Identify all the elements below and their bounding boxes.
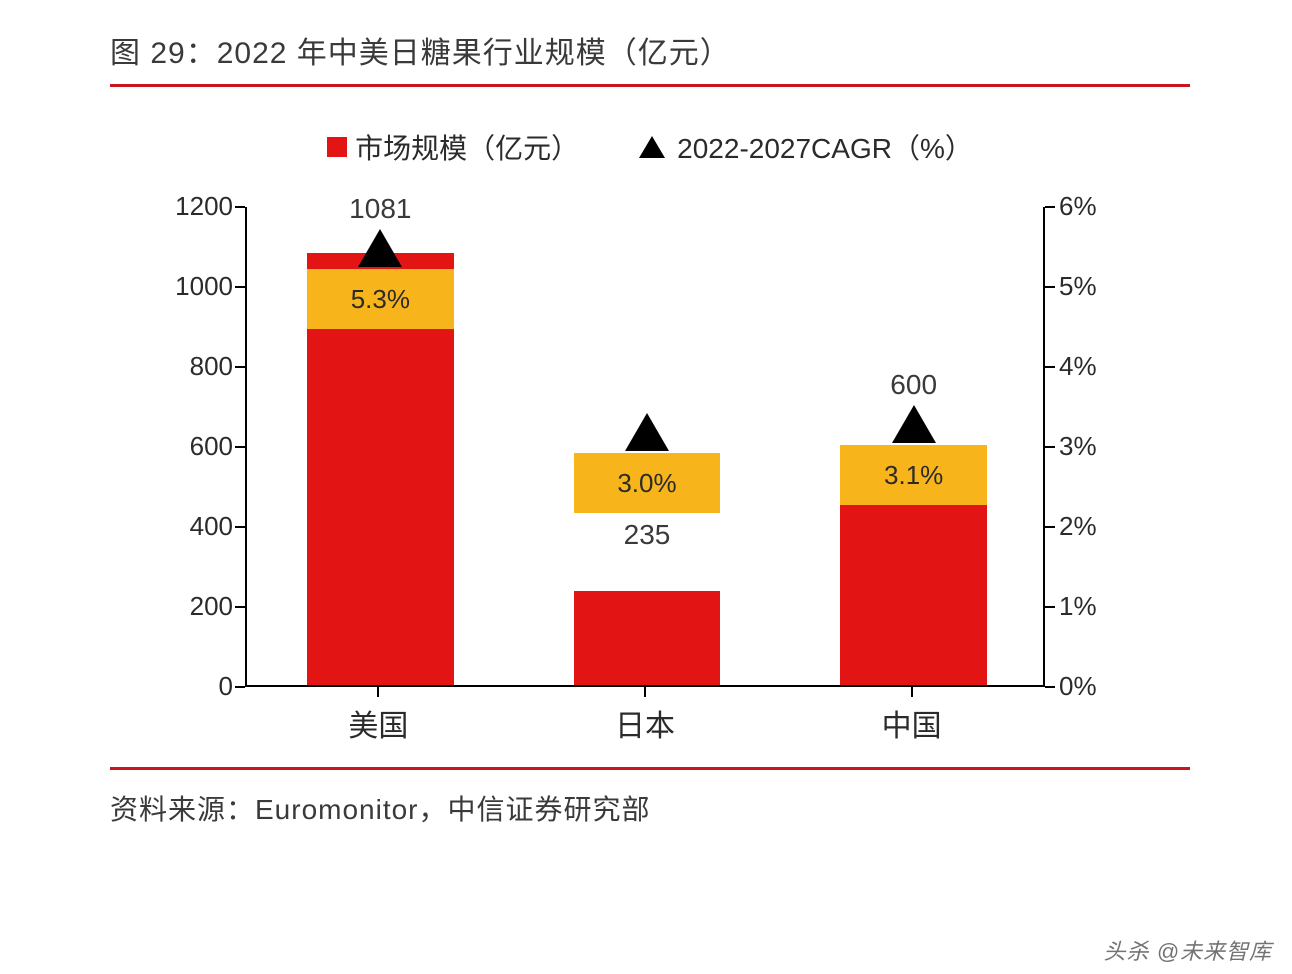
y-right-tick-label: 3% [1059, 431, 1097, 462]
y-left-tick-label: 200 [190, 591, 233, 622]
x-category-label: 日本 [615, 701, 675, 745]
cagr-marker [358, 229, 402, 267]
footer-rule [110, 767, 1190, 770]
y-left-tick-label: 400 [190, 511, 233, 542]
cagr-marker [625, 413, 669, 451]
y-left-tick-label: 1200 [175, 191, 233, 222]
y-right-tick-label: 0% [1059, 671, 1097, 702]
legend-item-cagr: 2022-2027CAGR（%） [639, 127, 973, 167]
y-right-tick-label: 5% [1059, 271, 1097, 302]
legend-label-2: 2022-2027CAGR（%） [677, 127, 973, 167]
y-right-tick-label: 2% [1059, 511, 1097, 542]
y-left-tick-label: 800 [190, 351, 233, 382]
square-icon [327, 137, 347, 157]
legend: 市场规模（亿元） 2022-2027CAGR（%） [110, 127, 1190, 167]
chart-area: 5.3%10813.0%2353.1%600 02004006008001000… [150, 197, 1150, 757]
legend-label-1: 市场规模（亿元） [355, 127, 579, 167]
y-right-tick-label: 1% [1059, 591, 1097, 622]
title-underline [110, 84, 1190, 87]
x-category-label: 美国 [348, 701, 408, 745]
watermark: 头杀 @未来智库 [1104, 934, 1272, 966]
y-right-tick-label: 4% [1059, 351, 1097, 382]
source-text: 资料来源：Euromonitor，中信证券研究部 [110, 788, 1190, 828]
cagr-label-box: 5.3% [307, 269, 454, 329]
bar-value-label: 600 [890, 369, 937, 401]
plot-area: 5.3%10813.0%2353.1%600 [245, 207, 1045, 687]
bar-value-label: 1081 [349, 193, 411, 225]
y-left-tick-label: 1000 [175, 271, 233, 302]
legend-item-market-size: 市场规模（亿元） [327, 127, 579, 167]
y-right-tick-label: 6% [1059, 191, 1097, 222]
cagr-label-box: 3.0% [574, 453, 721, 513]
cagr-marker [892, 405, 936, 443]
bar-value-label: 235 [624, 519, 671, 551]
y-left-tick-label: 600 [190, 431, 233, 462]
x-category-label: 中国 [882, 701, 942, 745]
triangle-icon [639, 136, 665, 158]
chart-title: 图 29：2022 年中美日糖果行业规模（亿元） [110, 28, 1190, 72]
y-left-tick-label: 0 [219, 671, 233, 702]
bar [574, 591, 721, 685]
cagr-label-box: 3.1% [840, 445, 987, 505]
